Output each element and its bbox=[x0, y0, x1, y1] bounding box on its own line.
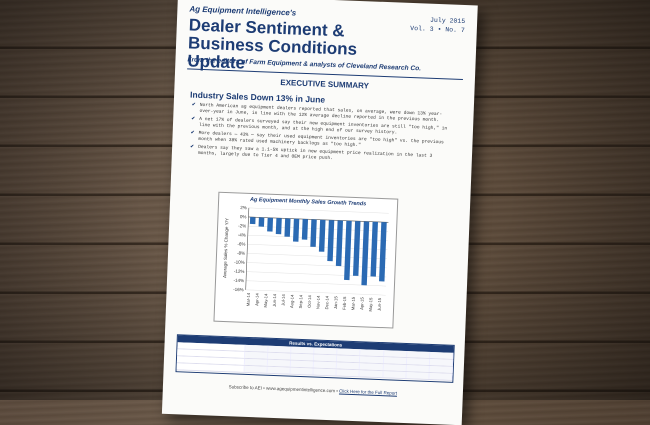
bar-aug-14 bbox=[292, 218, 300, 242]
sales-growth-chart: Ag Equipment Monthly Sales Growth Trends… bbox=[213, 191, 399, 329]
footer-text: Subscribe to AEI • www.agequipmentintell… bbox=[228, 384, 338, 394]
x-tick-label: Oct-14 bbox=[307, 295, 313, 308]
bar-apr-15 bbox=[361, 221, 370, 286]
chart-plot: 2% 0% -2% -4% -6% -8% -10% -12% -14% -16% Average … bbox=[222, 205, 389, 312]
bar-mar-15 bbox=[352, 221, 361, 276]
bar-sep-14 bbox=[301, 219, 309, 240]
page-footer: Subscribe to AEI • www.agequipmentintell… bbox=[163, 382, 463, 399]
bar-may-15 bbox=[370, 221, 378, 277]
x-tick-label: Dec-14 bbox=[324, 295, 330, 309]
checkmark-icon: ✔ bbox=[191, 116, 196, 122]
y-tick-label: -16% bbox=[233, 287, 244, 292]
bar-jun-14 bbox=[275, 218, 282, 235]
y-axis-label: Average Sales % Change Y/Y bbox=[222, 218, 229, 278]
x-tick-label: Feb-15 bbox=[342, 296, 348, 310]
bar-jun-15 bbox=[379, 222, 387, 282]
bar-may-14 bbox=[267, 217, 274, 232]
checkmark-icon: ✔ bbox=[190, 144, 195, 150]
x-tick-label: May-15 bbox=[368, 297, 374, 312]
checkmark-icon: ✔ bbox=[191, 102, 196, 108]
x-tick-label: Nov-14 bbox=[315, 295, 321, 309]
y-tick-label: -6% bbox=[237, 241, 245, 246]
gridline bbox=[245, 289, 386, 296]
bar-jul-14 bbox=[284, 218, 291, 237]
issue-number: Vol. 3 • No. 7 bbox=[410, 24, 465, 35]
y-tick-label: -12% bbox=[234, 269, 245, 274]
x-tick-label: Jun-14 bbox=[272, 293, 278, 307]
x-tick-label: Mar-15 bbox=[350, 296, 356, 310]
x-tick-label: Sep-14 bbox=[298, 294, 304, 308]
y-tick-label: -2% bbox=[238, 223, 246, 228]
summary-bullets: ✔ North American ag equipment dealers rep… bbox=[190, 103, 454, 169]
y-tick-label: 2% bbox=[240, 205, 247, 210]
bar-feb-15 bbox=[344, 220, 352, 281]
x-tick-label: Jun-15 bbox=[377, 297, 383, 311]
x-tick-label: Apr-14 bbox=[254, 293, 260, 306]
results-table: Results vs. Expectations bbox=[175, 334, 455, 383]
x-tick-label: Mar-14 bbox=[245, 292, 251, 306]
bar-apr-14 bbox=[258, 217, 265, 227]
y-tick-label: -8% bbox=[237, 251, 245, 256]
bar-dec-14 bbox=[327, 220, 335, 262]
y-tick-label: -10% bbox=[234, 260, 245, 265]
x-tick-label: Jul-14 bbox=[280, 294, 285, 306]
y-tick-label: 0% bbox=[240, 214, 247, 219]
newsletter-page: Ag Equipment Intelligence's July 2015 Vo… bbox=[161, 0, 478, 425]
bar-oct-14 bbox=[310, 219, 317, 247]
bar-nov-14 bbox=[318, 219, 326, 252]
x-tick-label: May-14 bbox=[263, 293, 269, 308]
y-tick-label: -4% bbox=[238, 232, 246, 237]
x-tick-label: Jan-15 bbox=[333, 296, 339, 310]
y-axis bbox=[245, 207, 250, 290]
full-report-link[interactable]: Click Here for the Full Report bbox=[339, 388, 398, 396]
bar-jan-15 bbox=[335, 220, 344, 267]
x-tick-label: Aug-14 bbox=[289, 294, 295, 308]
checkmark-icon: ✔ bbox=[190, 130, 195, 136]
y-tick-label: -14% bbox=[233, 278, 244, 283]
gridline bbox=[248, 207, 389, 214]
issue-info: July 2015 Vol. 3 • No. 7 bbox=[410, 15, 465, 35]
bar-mar-14 bbox=[249, 217, 256, 225]
x-tick-label: Apr-15 bbox=[359, 297, 365, 310]
